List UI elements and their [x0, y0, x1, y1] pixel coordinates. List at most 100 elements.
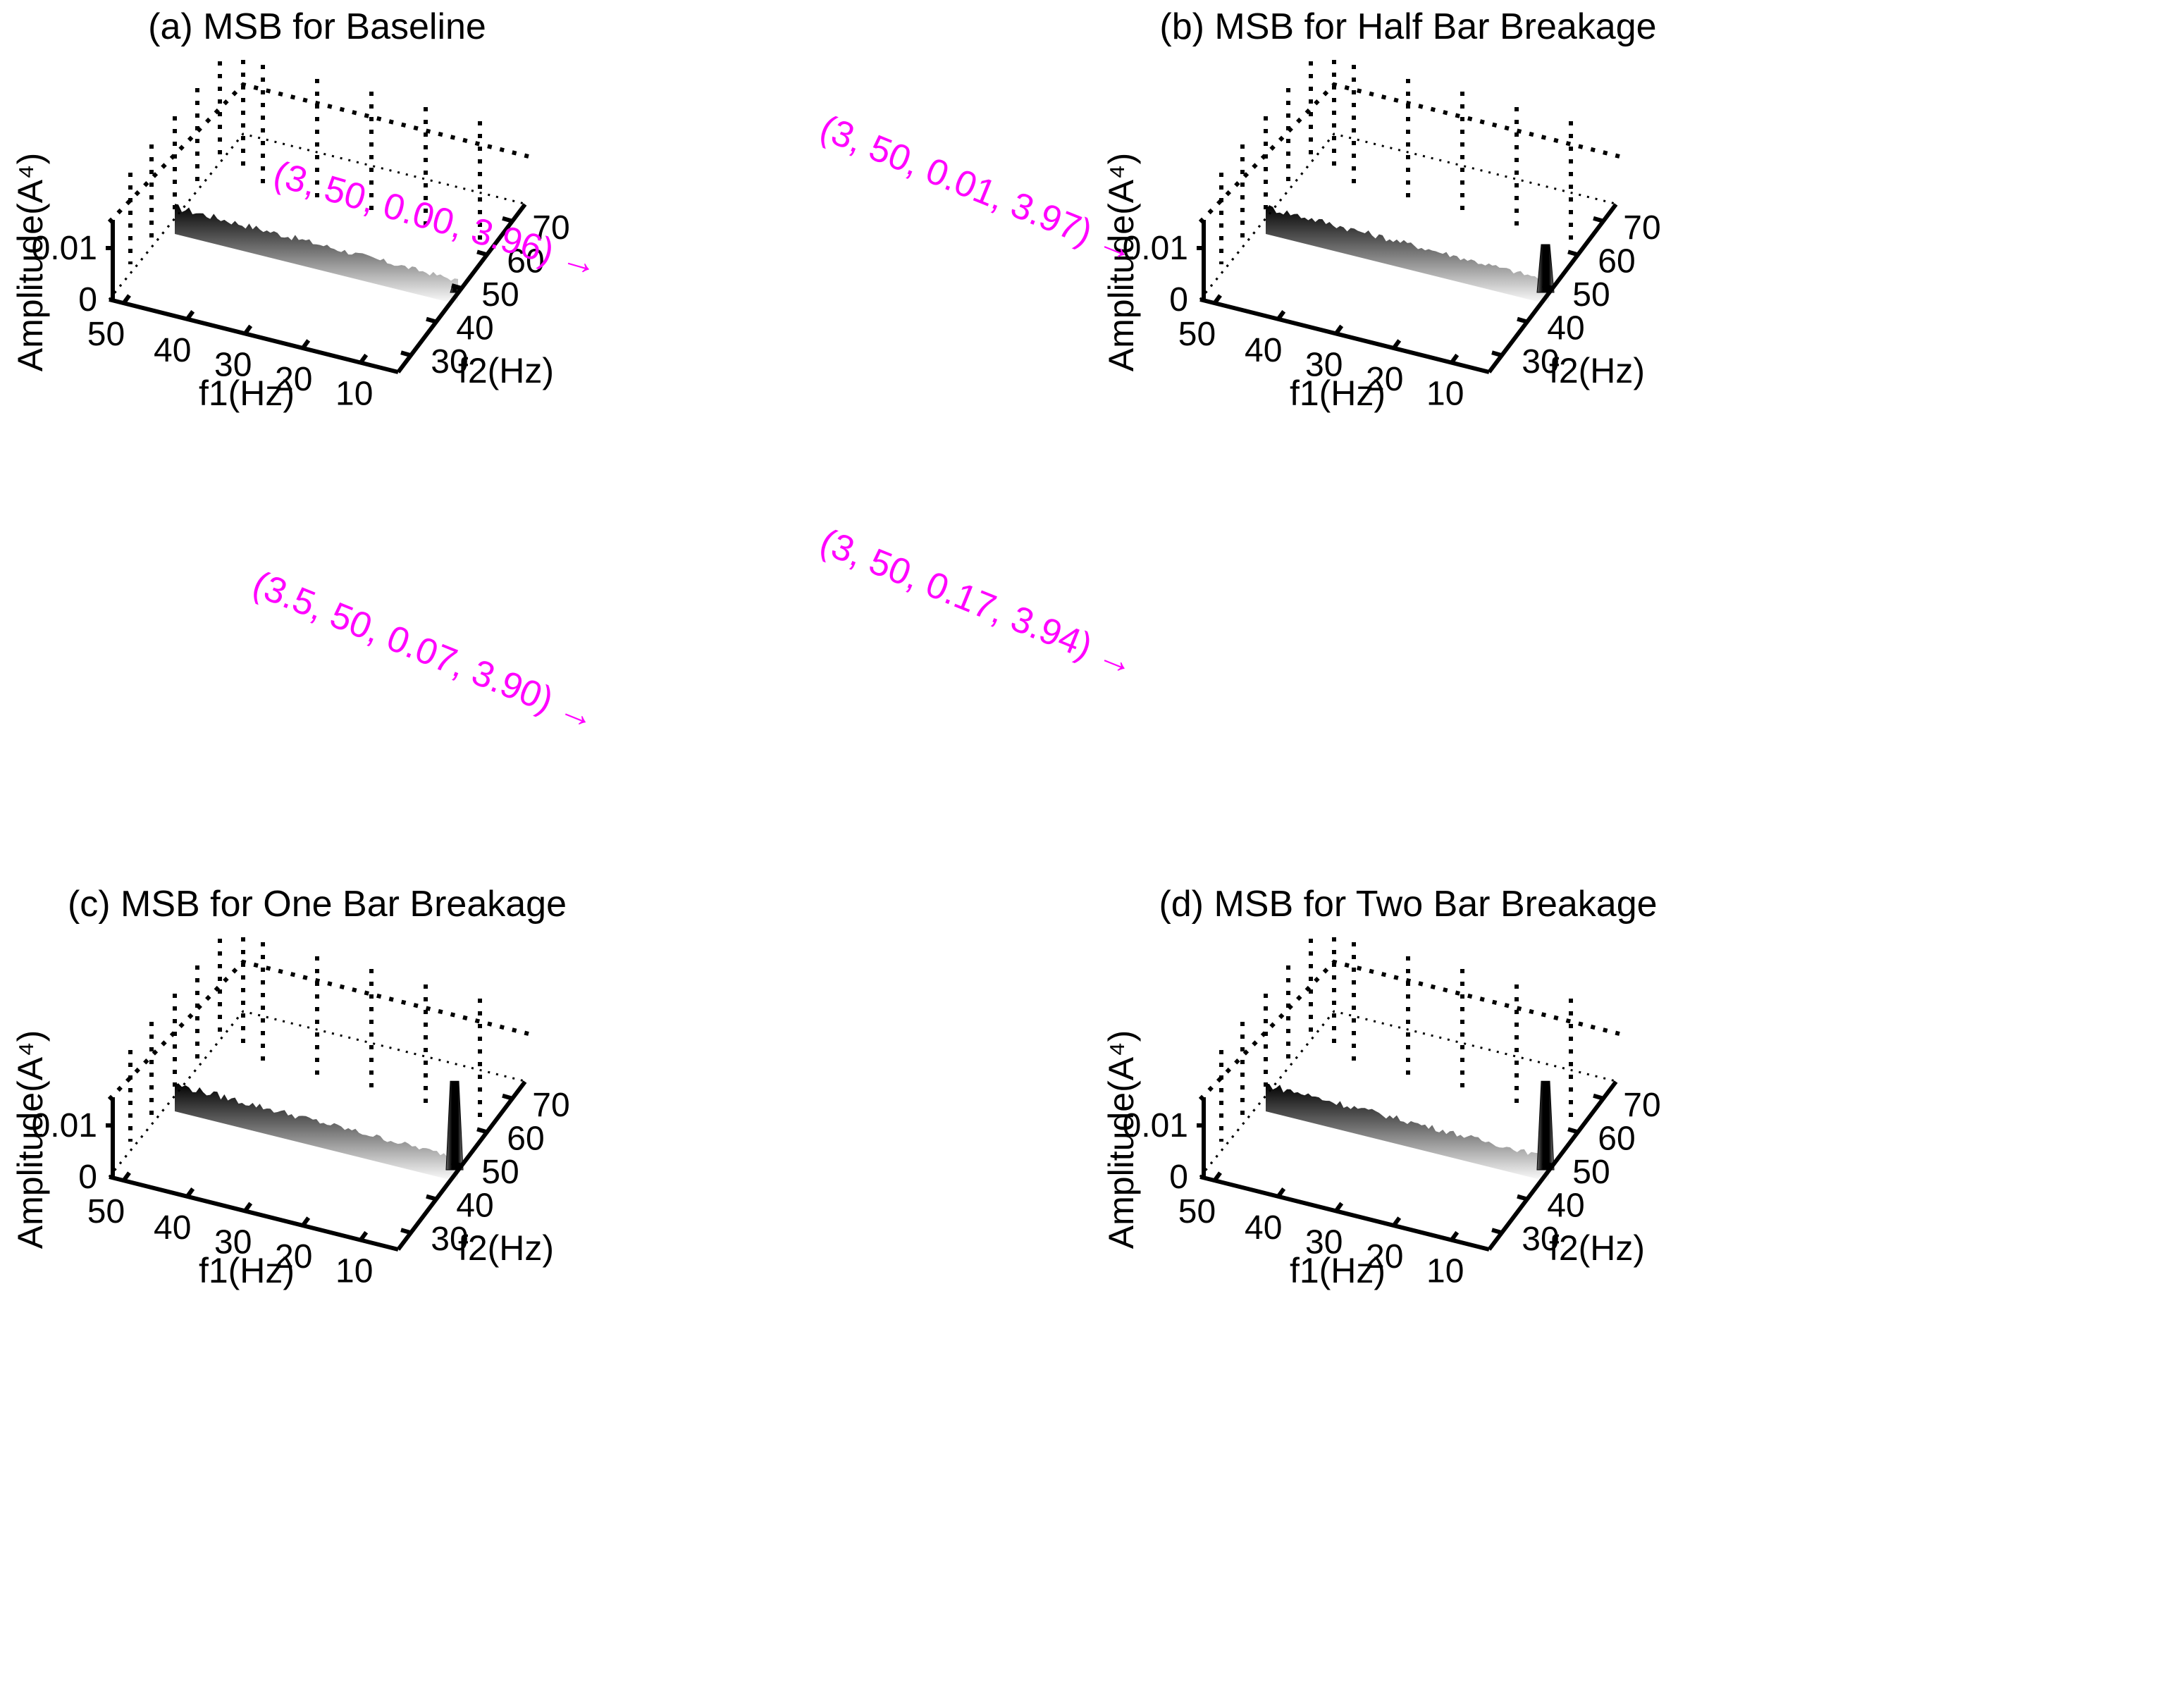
f1-tick-label: 30: [1305, 1223, 1343, 1261]
f2-tick-label: 70: [532, 209, 569, 247]
f2-tick-label: 60: [507, 1120, 544, 1157]
f2-tick-label: 40: [456, 1187, 493, 1225]
f1-tick-mark: [1392, 339, 1402, 350]
f1-axis: [109, 297, 399, 374]
f1-tick-mark: [1450, 353, 1460, 364]
f2-tick-label: 40: [1547, 310, 1584, 347]
floor-left-edge: [108, 1011, 245, 1178]
f2-tick-label: 40: [1547, 1187, 1584, 1225]
f1-tick-label: 30: [214, 1223, 252, 1261]
chart-title: (a) MSB for Baseline: [148, 6, 486, 47]
f2-tick-mark: [400, 1228, 412, 1235]
f1-tick-label: 40: [154, 332, 191, 369]
f1-tick-mark: [243, 324, 253, 335]
f1-tick-label: 40: [1245, 1209, 1282, 1247]
f2-tick-mark: [1542, 1161, 1553, 1168]
bispectrum-surface: [1266, 1083, 1549, 1182]
back-top-edge: [1198, 82, 1620, 224]
f1-axis: [109, 1175, 399, 1252]
peak-annotation: (3, 50, 0.01, 3.97) →: [815, 107, 1142, 271]
f1-tick-mark: [301, 1216, 311, 1227]
f1-tick-label: 40: [154, 1209, 191, 1247]
f1-tick-mark: [1213, 294, 1222, 304]
f1-tick-label: 10: [335, 376, 373, 413]
peak-annotation: (3, 50, 0.17, 3.94) →: [815, 521, 1142, 684]
f2-tick-mark: [426, 1194, 437, 1202]
f1-axis-label: f1(Hz): [1290, 1251, 1386, 1290]
f1-tick-label: 50: [1178, 1193, 1216, 1230]
f2-tick-label: 30: [431, 343, 468, 381]
f2-tick-label: 50: [481, 276, 519, 314]
f2-tick-label: 30: [1522, 1221, 1559, 1258]
f1-tick-label: 50: [87, 1193, 125, 1230]
bispectrum-surface: [175, 204, 458, 304]
f1-tick-mark: [185, 310, 195, 321]
f2-tick-label: 50: [481, 1154, 519, 1191]
f2-tick-mark: [502, 216, 513, 223]
z-tick-label: 0: [78, 1159, 97, 1196]
f2-tick-mark: [1491, 350, 1503, 358]
f2-tick-mark: [426, 316, 437, 324]
f1-tick-mark: [1213, 1171, 1222, 1182]
z-tick-label: 0.01: [1123, 230, 1188, 267]
f1-axis-label: f1(Hz): [199, 1251, 295, 1290]
f2-tick-mark: [1567, 249, 1579, 257]
msb-peak: [445, 1080, 464, 1171]
f1-tick-label: 10: [1426, 1253, 1464, 1290]
f2-tick-label: 40: [456, 310, 493, 347]
f1-tick-label: 30: [214, 346, 252, 383]
f2-tick-label: 70: [532, 1087, 569, 1124]
back-top-edge: [107, 959, 529, 1101]
f1-tick-label: 50: [1178, 316, 1216, 353]
amplitude-axis-label: Amplitude(A⁴): [11, 153, 50, 371]
f1-tick-mark: [1334, 1202, 1344, 1213]
f1-tick-label: 20: [1366, 1238, 1403, 1276]
z-tick-label: 0: [78, 281, 97, 319]
f1-tick-label: 10: [335, 1253, 373, 1290]
f2-tick-mark: [1593, 216, 1604, 223]
chart-title: (b) MSB for Half Bar Breakage: [1159, 6, 1656, 47]
f2-axis-label: f2(Hz): [1549, 1228, 1645, 1268]
bispectrum-surface: [1266, 205, 1549, 304]
f1-tick-mark: [1276, 1187, 1286, 1198]
f2-tick-label: 70: [1623, 1087, 1660, 1124]
amplitude-axis-label: Amplitude(A⁴): [1102, 1030, 1141, 1249]
f1-tick-mark: [122, 294, 131, 304]
f2-tick-label: 30: [1522, 343, 1559, 381]
f2-tick-mark: [1517, 1194, 1528, 1202]
f1-tick-mark: [1392, 1216, 1402, 1227]
f2-tick-label: 50: [1572, 1154, 1610, 1191]
floor-left-edge: [108, 133, 245, 300]
f2-axis-label: f2(Hz): [1549, 351, 1645, 390]
peak-annotation: (3.5, 50, 0.07, 3.90) →: [247, 563, 603, 739]
f2-tick-label: 60: [1598, 242, 1635, 280]
z-tick-label: 0.01: [32, 230, 97, 267]
f1-tick-mark: [1334, 324, 1344, 335]
floor-left-edge: [1199, 133, 1335, 300]
f2-tick-mark: [451, 283, 462, 290]
f1-tick-label: 40: [1245, 332, 1282, 369]
f1-tick-mark: [359, 1230, 369, 1242]
f2-tick-mark: [1593, 1093, 1604, 1101]
f2-tick-label: 60: [1598, 1120, 1635, 1157]
f1-tick-label: 20: [1366, 361, 1403, 398]
back-top-edge: [107, 82, 529, 224]
f1-axis-label: f1(Hz): [199, 373, 295, 413]
f1-tick-mark: [122, 1171, 131, 1182]
z-tick-label: 0: [1169, 281, 1188, 319]
f1-axis-label: f1(Hz): [1290, 373, 1386, 413]
f1-tick-mark: [243, 1202, 253, 1213]
f2-tick-mark: [476, 249, 488, 257]
amplitude-axis-label: Amplitude(A⁴): [11, 1030, 50, 1249]
f1-tick-label: 20: [275, 361, 312, 398]
f1-axis: [1199, 297, 1490, 374]
f2-tick-mark: [451, 1161, 462, 1168]
f2-axis-label: f2(Hz): [458, 1228, 554, 1268]
f2-tick-label: 50: [1572, 276, 1610, 314]
f1-tick-label: 50: [87, 316, 125, 353]
floor-left-edge: [1199, 1011, 1335, 1178]
amplitude-axis-label: Amplitude(A⁴): [1102, 153, 1141, 371]
f1-tick-mark: [359, 353, 369, 364]
